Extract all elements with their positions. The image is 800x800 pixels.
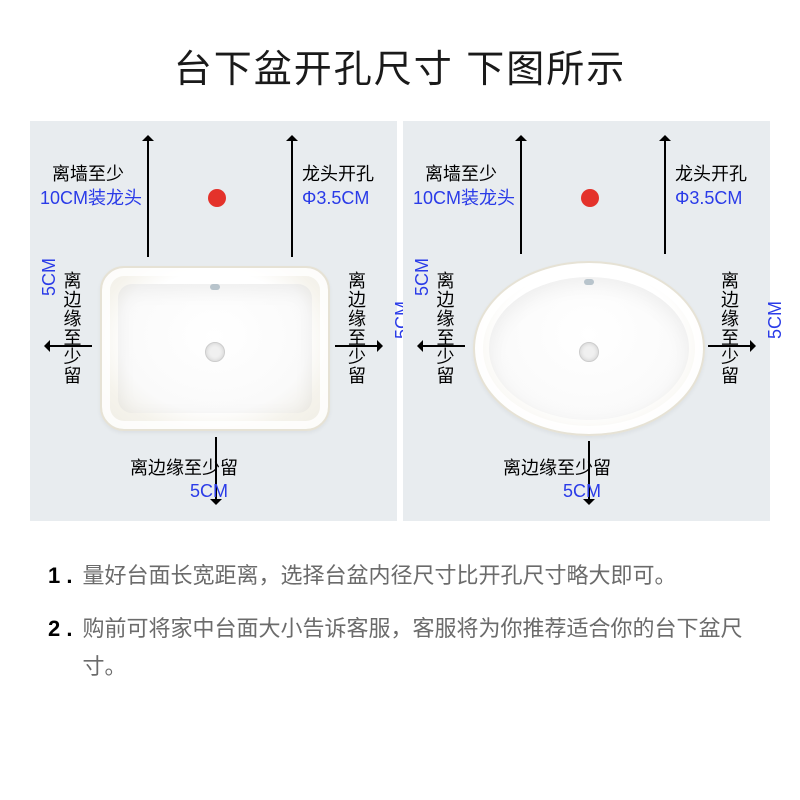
faucet-dot	[581, 189, 599, 207]
faucet-dot	[208, 189, 226, 207]
bottom-label-text: 离边缘至少留	[503, 458, 611, 478]
arrow-wall-left	[147, 139, 149, 257]
drain-icon	[579, 342, 599, 362]
edge-value-left: 5CM	[38, 258, 61, 296]
note-row: 2 . 购前可将家中台面大小告诉客服，客服将为你推荐适合你的台下盆尺寸。	[48, 610, 752, 685]
edge-label-right: 离边缘至少留	[718, 271, 741, 385]
note-num: 1 .	[48, 557, 72, 594]
arrow-wall-right	[520, 139, 522, 254]
overflow-icon	[584, 279, 594, 285]
page-title: 台下盆开孔尺寸 下图所示	[0, 0, 800, 121]
wall-value: 10CM装龙头	[40, 187, 142, 210]
wall-label: 离墙至少	[425, 163, 497, 186]
faucet-value: Φ3.5CM	[302, 187, 369, 210]
arrow-faucet-right	[664, 139, 666, 254]
edge-value-right: 5CM	[764, 301, 787, 339]
bottom-label-text: 离边缘至少留	[130, 458, 238, 478]
note-text: 购前可将家中台面大小告诉客服，客服将为你推荐适合你的台下盆尺寸。	[82, 610, 752, 685]
faucet-value: Φ3.5CM	[675, 187, 742, 210]
overflow-icon	[210, 284, 220, 290]
wall-value: 10CM装龙头	[413, 187, 515, 210]
diagram-panel-oval: 离墙至少 10CM装龙头 龙头开孔 Φ3.5CM 离边缘至少留 5CM 离边缘至…	[403, 121, 770, 521]
faucet-label: 龙头开孔	[302, 163, 374, 186]
edge-value-left: 5CM	[411, 258, 434, 296]
edge-label-left: 离边缘至少留	[433, 271, 456, 385]
drain-icon	[205, 342, 225, 362]
basin-rect	[100, 266, 330, 431]
note-num: 2 .	[48, 610, 72, 647]
note-text: 量好台面长宽距离，选择台盆内径尺寸比开孔尺寸略大即可。	[82, 557, 676, 594]
wall-label: 离墙至少	[52, 163, 124, 186]
diagram-panels: 离墙至少 10CM装龙头 龙头开孔 Φ3.5CM 离边缘至少留 5CM 离边缘至…	[0, 121, 800, 521]
basin-oval	[473, 261, 705, 436]
edge-label-right: 离边缘至少留	[345, 271, 368, 385]
arrow-faucet-left	[291, 139, 293, 257]
bottom-value: 5CM	[563, 481, 601, 501]
note-row: 1 . 量好台面长宽距离，选择台盆内径尺寸比开孔尺寸略大即可。	[48, 557, 752, 594]
notes-section: 1 . 量好台面长宽距离，选择台盆内径尺寸比开孔尺寸略大即可。 2 . 购前可将…	[0, 521, 800, 685]
bottom-label: 离边缘至少留 5CM	[130, 457, 238, 502]
faucet-label: 龙头开孔	[675, 163, 747, 186]
bottom-label: 离边缘至少留 5CM	[503, 457, 611, 502]
bottom-value: 5CM	[190, 481, 228, 501]
edge-label-left: 离边缘至少留	[60, 271, 83, 385]
diagram-panel-rect: 离墙至少 10CM装龙头 龙头开孔 Φ3.5CM 离边缘至少留 5CM 离边缘至…	[30, 121, 397, 521]
